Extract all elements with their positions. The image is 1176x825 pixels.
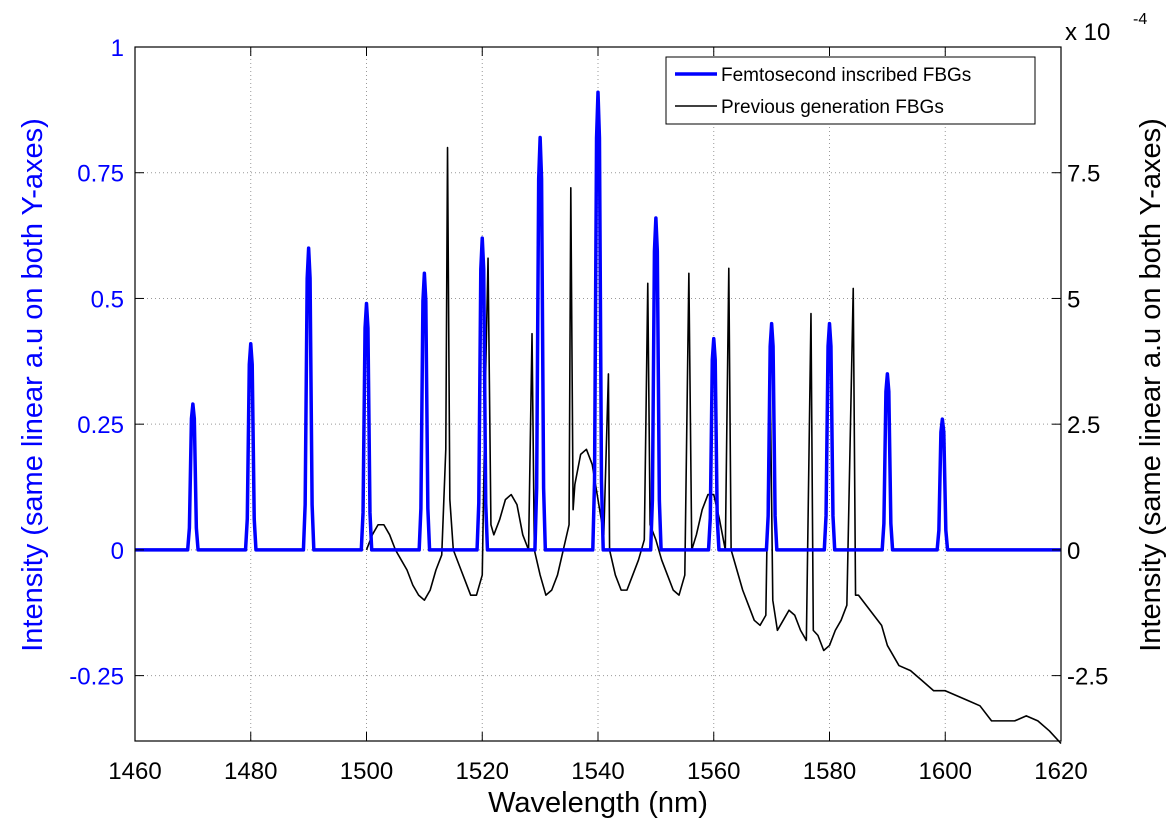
legend-label-femtosecond: Femtosecond inscribed FBGs (721, 65, 971, 86)
right-y-tick-label: -2.5 (1067, 664, 1108, 691)
legend: Femtosecond inscribed FBGs Previous gene… (665, 56, 1036, 125)
x-tick-label: 1560 (687, 758, 740, 785)
left-y-tick-label: 0.75 (77, 161, 124, 188)
x-tick-label: 1580 (803, 758, 856, 785)
right-y-tick-label: 2.5 (1067, 412, 1100, 439)
x-tick-label: 1520 (456, 758, 509, 785)
x-axis-label: Wavelength (nm) (488, 787, 708, 819)
x-tick-label: 1600 (919, 758, 972, 785)
right-axis-exponent: -4 (1133, 11, 1147, 28)
plot-area (135, 90, 1062, 745)
left-y-tick-label: 0 (111, 538, 124, 565)
right-y-tick-label: 5 (1067, 286, 1080, 313)
axes (134, 46, 1062, 742)
left-y-tick-label: -0.25 (69, 664, 124, 691)
right-y-axis-label: Intensity (same linear a.u on both Y-axe… (1135, 118, 1167, 652)
left-y-axis-label: Intensity (same linear a.u on both Y-axe… (17, 118, 49, 652)
x-tick-label: 1620 (1034, 758, 1087, 785)
x-tick-label: 1540 (571, 758, 624, 785)
left-y-tick-label: 0.5 (91, 286, 124, 313)
left-y-tick-label: 1 (111, 35, 124, 62)
axes-box (134, 46, 1062, 742)
tick-labels: 1460 1480 1500 1520 1540 1560 1580 1600 1620-0.2… (69, 35, 1108, 785)
x-tick-label: 1480 (224, 758, 277, 785)
x-tick-label: 1460 (108, 758, 161, 785)
legend-box (665, 56, 1036, 125)
right-y-tick-label: 0 (1067, 538, 1080, 565)
series-femtosecond-line (135, 90, 1061, 552)
left-y-tick-label: 0.25 (77, 412, 124, 439)
right-axis-multiplier: x 10 (1065, 19, 1110, 46)
legend-label-previous: Previous generation FBGs (721, 97, 944, 118)
x-tick-label: 1500 (340, 758, 393, 785)
right-y-tick-label: 7.5 (1067, 161, 1100, 188)
